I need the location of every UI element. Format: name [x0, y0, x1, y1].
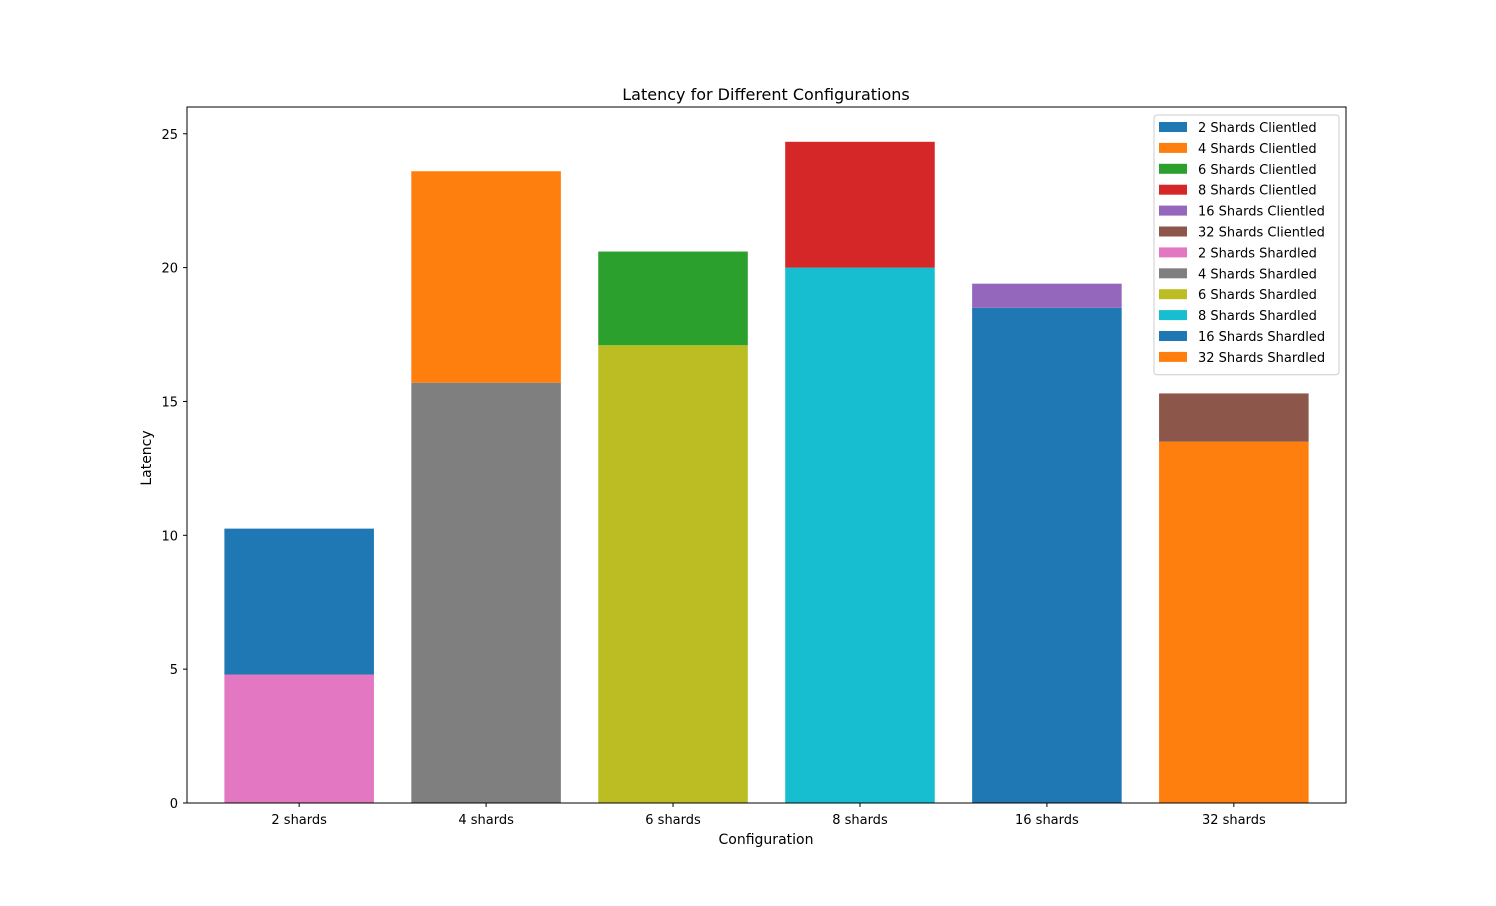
legend-swatch — [1159, 331, 1187, 341]
x-tick-label: 16 shards — [1015, 813, 1079, 828]
bar-16-shards-shardled — [972, 307, 1122, 803]
legend-swatch — [1159, 142, 1187, 153]
legend-label: 32 Shards Clientled — [1198, 226, 1325, 241]
legend-box — [1153, 114, 1340, 376]
bar-8-shards-shardled — [785, 267, 935, 804]
chart-title: Latency for Different Configurations — [622, 85, 909, 104]
bar-6-shards-shardled — [598, 345, 748, 803]
bar-8-shards-clientled — [785, 141, 935, 268]
x-tick-label: 6 shards — [645, 813, 701, 828]
y-tick-label: 20 — [161, 262, 178, 277]
legend-label: 6 Shards Shardled — [1198, 288, 1317, 303]
legend-label: 16 Shards Shardled — [1198, 330, 1325, 345]
legend-label: 6 Shards Clientled — [1198, 163, 1317, 178]
legend: 2 Shards Clientled 4 Shards Clientled 6 Sh… — [1153, 114, 1340, 376]
y-tick-label: 10 — [161, 529, 178, 544]
legend-label: 2 Shards Clientled — [1198, 121, 1317, 136]
legend-swatch — [1159, 289, 1187, 300]
legend-swatch — [1159, 205, 1187, 216]
plot-frame — [186, 106, 1347, 804]
y-tick-label: 25 — [161, 128, 178, 143]
legend-label: 16 Shards Clientled — [1198, 205, 1325, 220]
y-tick-label: 5 — [170, 663, 178, 678]
bar-32-shards-clientled — [1159, 393, 1309, 442]
legend-label: 4 Shards Shardled — [1198, 267, 1317, 282]
bars-layer — [224, 141, 1309, 804]
legend-swatch — [1159, 351, 1187, 362]
legend-label: 2 Shards Shardled — [1198, 246, 1317, 261]
legend-swatch — [1159, 310, 1187, 321]
legend-label: 8 Shards Shardled — [1198, 309, 1317, 324]
bar-2-shards-clientled — [224, 528, 374, 675]
y-tick-label: 15 — [161, 395, 178, 410]
x-axis-label: Configuration — [719, 832, 814, 848]
y-tick-label: 0 — [170, 797, 178, 812]
x-tick-label: 2 shards — [271, 813, 327, 828]
bar-4-shards-clientled — [411, 171, 561, 383]
bar-16-shards-clientled — [972, 283, 1122, 308]
legend-swatch — [1159, 268, 1187, 279]
legend-label: 8 Shards Clientled — [1198, 184, 1317, 199]
legend-swatch — [1159, 184, 1187, 195]
legend-swatch — [1159, 163, 1187, 174]
x-tick-label: 4 shards — [458, 813, 514, 828]
bar-6-shards-clientled — [598, 251, 748, 346]
axes-layer: 0 5 10 15 20 25 2 shards 4 shards 6 shards 8 shar… — [161, 106, 1347, 828]
bar-4-shards-shardled — [411, 382, 561, 803]
legend-label: 32 Shards Shardled — [1198, 351, 1325, 366]
x-tick-label: 32 shards — [1202, 813, 1266, 828]
bar-2-shards-shardled — [224, 674, 374, 803]
y-axis-label: Latency — [139, 430, 155, 485]
legend-swatch — [1159, 122, 1187, 132]
x-tick-label: 8 shards — [832, 813, 888, 828]
bar-32-shards-shardled — [1159, 441, 1309, 803]
legend-swatch — [1159, 247, 1187, 258]
legend-label: 4 Shards Clientled — [1198, 142, 1317, 157]
legend-swatch — [1159, 226, 1187, 237]
